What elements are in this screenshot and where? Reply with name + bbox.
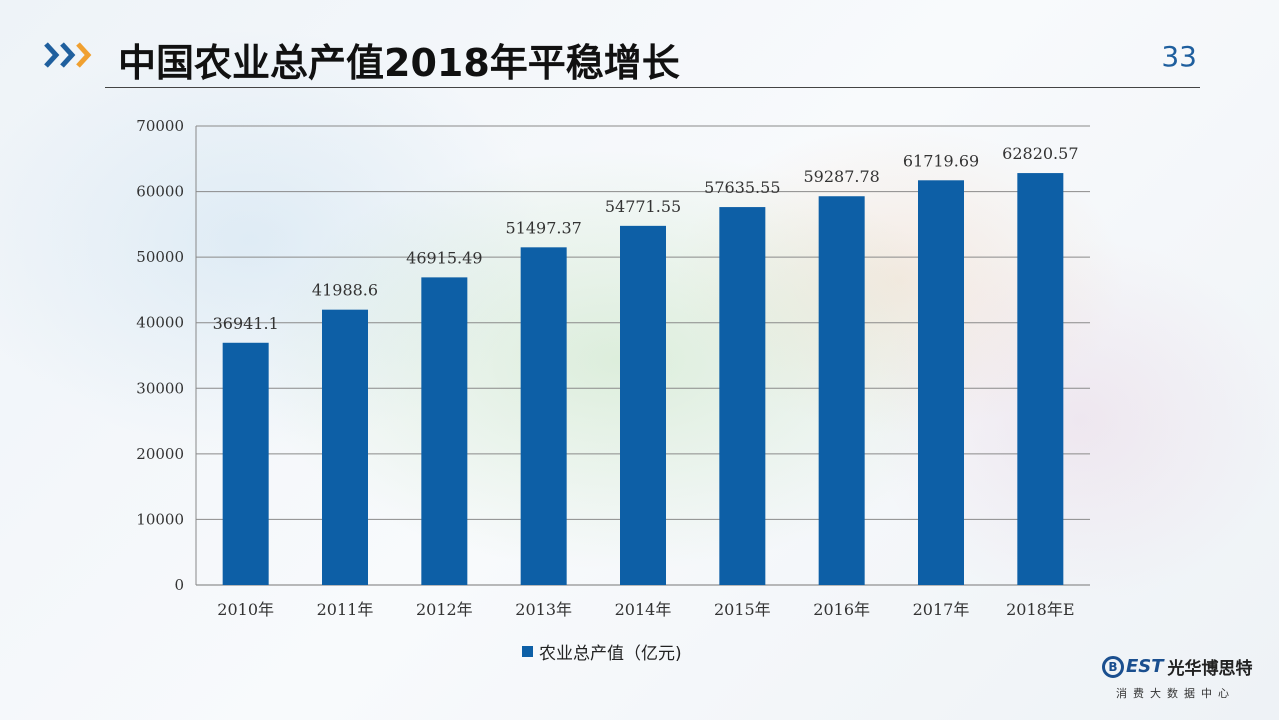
- chevrons-icon: [44, 42, 92, 68]
- bar: [520, 247, 567, 585]
- logo-mark: B EST 光华博思特: [1102, 654, 1272, 679]
- y-tick-label: 70000: [136, 117, 184, 135]
- page-title: 中国农业总产值2018年平稳增长: [118, 41, 680, 85]
- bar: [322, 309, 368, 585]
- bars: [222, 173, 1064, 586]
- x-tick-label: 2016年: [813, 600, 870, 619]
- bar: [719, 207, 766, 585]
- x-axis-ticks: 2010年 2011年 2012年 2013年 2014年 2015年 2016年 2017年…: [217, 600, 1074, 619]
- x-tick-label: 2012年: [416, 600, 473, 619]
- y-axis-ticks: 0 10000 20000 30000 40000 50000 60000 70000: [136, 117, 184, 594]
- bar: [918, 180, 964, 586]
- logo-circle: B: [1102, 655, 1124, 678]
- x-tick-label: 2017年: [913, 600, 970, 619]
- data-label: 41988.6: [312, 281, 378, 300]
- y-tick-label: 20000: [136, 445, 184, 463]
- brand-logo: B EST 光华博思特 消费大数据中心: [1102, 654, 1272, 704]
- page-number: 33: [1161, 40, 1197, 73]
- logo-name: 光华博思特: [1167, 659, 1253, 679]
- data-label: 54771.55: [605, 197, 681, 216]
- bar: [222, 342, 269, 585]
- data-label: 46915.49: [406, 248, 482, 267]
- data-label: 62820.57: [1002, 144, 1078, 163]
- y-tick-label: 60000: [136, 183, 184, 201]
- logo-subtitle: 消费大数据中心: [1116, 687, 1235, 700]
- data-label: 61719.69: [903, 151, 979, 170]
- header: 中国农业总产值2018年平稳增长 33: [0, 0, 1279, 92]
- data-label: 51497.37: [505, 218, 581, 237]
- legend-label: 农业总产值（亿元): [539, 643, 682, 664]
- legend-swatch: [522, 645, 533, 657]
- x-tick-label: 2018年E: [1006, 600, 1074, 619]
- y-tick-label: 0: [174, 576, 184, 594]
- data-labels: 36941.1 41988.6 46915.49 51497.37 54771.55 57…: [213, 144, 1079, 333]
- x-tick-label: 2014年: [615, 600, 672, 619]
- x-tick-label: 2011年: [317, 600, 374, 619]
- bar: [620, 225, 666, 586]
- y-tick-label: 40000: [136, 314, 184, 332]
- data-label: 36941.1: [213, 314, 279, 333]
- y-tick-label: 50000: [136, 248, 184, 266]
- x-tick-label: 2010年: [217, 600, 274, 619]
- y-tick-label: 30000: [136, 379, 184, 397]
- data-label: 59287.78: [803, 167, 879, 186]
- x-tick-label: 2013年: [515, 600, 572, 619]
- x-tick-label: 2015年: [714, 600, 771, 619]
- bar: [818, 196, 865, 585]
- header-divider: [105, 87, 1200, 88]
- bar: [1017, 173, 1064, 586]
- legend: 农业总产值（亿元): [522, 640, 682, 664]
- data-label: 57635.55: [704, 178, 780, 197]
- bar: [421, 277, 468, 585]
- logo-est: EST: [1126, 656, 1164, 677]
- y-tick-label: 10000: [136, 510, 184, 528]
